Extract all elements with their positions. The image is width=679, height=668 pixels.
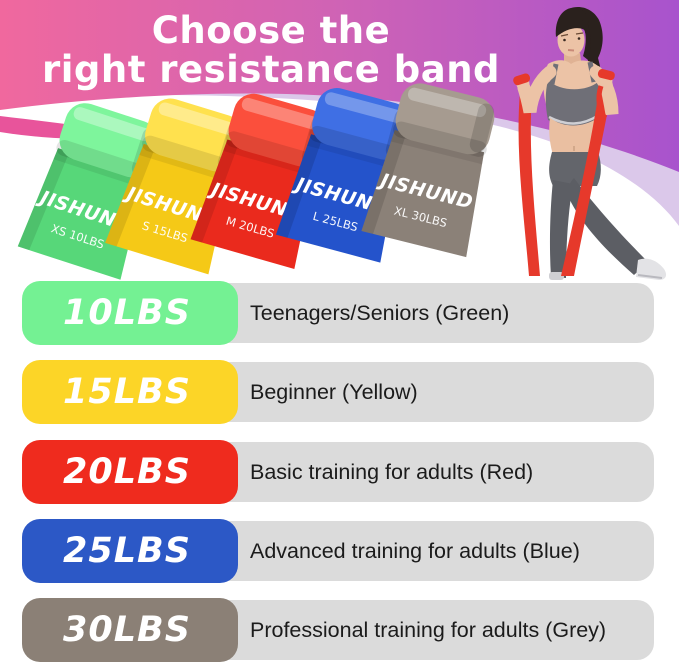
band-tail — [17, 148, 146, 280]
weight-pill-yellow: 15LBS — [22, 360, 238, 424]
left-arm — [517, 65, 557, 114]
red-band-handle-left — [513, 73, 531, 86]
hair-fringe — [555, 7, 589, 37]
band-fold — [228, 93, 328, 167]
weight-label: 25LBS — [63, 531, 191, 571]
band-fold-highlight — [324, 92, 403, 123]
row-description: Teenagers/Seniors (Green) — [250, 300, 510, 325]
band-fold-highlight — [241, 97, 320, 130]
table-row: Teenagers/Seniors (Green) 10LBS — [22, 281, 654, 345]
table-row: Professional training for adults (Grey) … — [22, 598, 654, 662]
band-fold-highlight — [73, 107, 151, 142]
red-band-handle-right — [597, 69, 615, 81]
row-description: Professional training for adults (Grey) — [250, 617, 607, 642]
midriff — [549, 118, 600, 158]
eyebrows — [560, 32, 584, 37]
table-row: Basic training for adults (Red) 20LBS — [22, 440, 654, 504]
band-fold-curl — [469, 103, 494, 153]
band-fold — [312, 88, 411, 160]
weight-label: 10LBS — [63, 293, 191, 333]
weight-pill-grey: 30LBS — [22, 598, 238, 662]
band-fold-highlight — [158, 102, 237, 136]
table-row: Beginner (Yellow) 15LBS — [22, 360, 654, 424]
band-fold — [395, 83, 495, 155]
row-description: Beginner (Yellow) — [250, 379, 418, 404]
band-tail-shade — [17, 148, 70, 251]
right-sneaker — [636, 258, 667, 280]
left-eye — [563, 38, 566, 42]
red-band-strap-right — [561, 90, 611, 276]
band-tail — [361, 130, 485, 258]
band-fold-highlight — [407, 87, 487, 118]
band-fold-shadow — [393, 121, 487, 157]
weight-pill-blue: 25LBS — [22, 519, 238, 583]
hair-side — [581, 19, 591, 60]
page-title: Choose the right resistance band — [28, 9, 514, 92]
table-row: Advanced training for adults (Blue) 25LB… — [22, 519, 654, 583]
row-description: Basic training for adults (Red) — [250, 459, 534, 484]
band-fan-graphic: JISHUND XS 10LBS JISHUND S 15LBS JISHUND — [17, 83, 495, 280]
weight-pill-green: 10LBS — [22, 281, 238, 345]
band-fold — [59, 103, 159, 178]
weight-label: 30LBS — [63, 610, 191, 650]
band-fold-shadow — [309, 125, 403, 163]
red-band-strap-left — [518, 92, 540, 276]
band-fold — [145, 98, 244, 173]
right-eye — [577, 37, 581, 40]
weight-label: 15LBS — [63, 372, 191, 412]
band-tail-shade — [105, 143, 156, 247]
band-tail-shade — [190, 139, 239, 243]
band-tail-shade — [275, 134, 323, 238]
page-title-line1: Choose the — [151, 9, 391, 52]
band-grey: JISHUND XL 30LBS — [361, 83, 495, 258]
band-fold-shadow — [56, 140, 149, 181]
row-description: Advanced training for adults (Blue) — [250, 538, 580, 563]
face — [557, 23, 585, 57]
band-fold-shadow — [225, 131, 319, 170]
left-leg — [549, 180, 573, 278]
sneaker-sole — [637, 274, 663, 279]
woman-exercising-photo — [513, 7, 667, 280]
page-title-line2: right resistance band — [41, 48, 501, 92]
band-tail-shade — [361, 130, 407, 234]
weight-pill-red: 20LBS — [22, 440, 238, 504]
lips — [567, 49, 575, 52]
band-fold-shadow — [142, 135, 235, 176]
header-gradient-panel — [0, 0, 679, 172]
band-green: JISHUND XS 10LBS — [17, 103, 159, 280]
left-sneaker — [549, 272, 564, 280]
weight-label: 20LBS — [63, 452, 191, 492]
red-band-curl — [596, 85, 608, 120]
sports-bra — [545, 80, 602, 126]
